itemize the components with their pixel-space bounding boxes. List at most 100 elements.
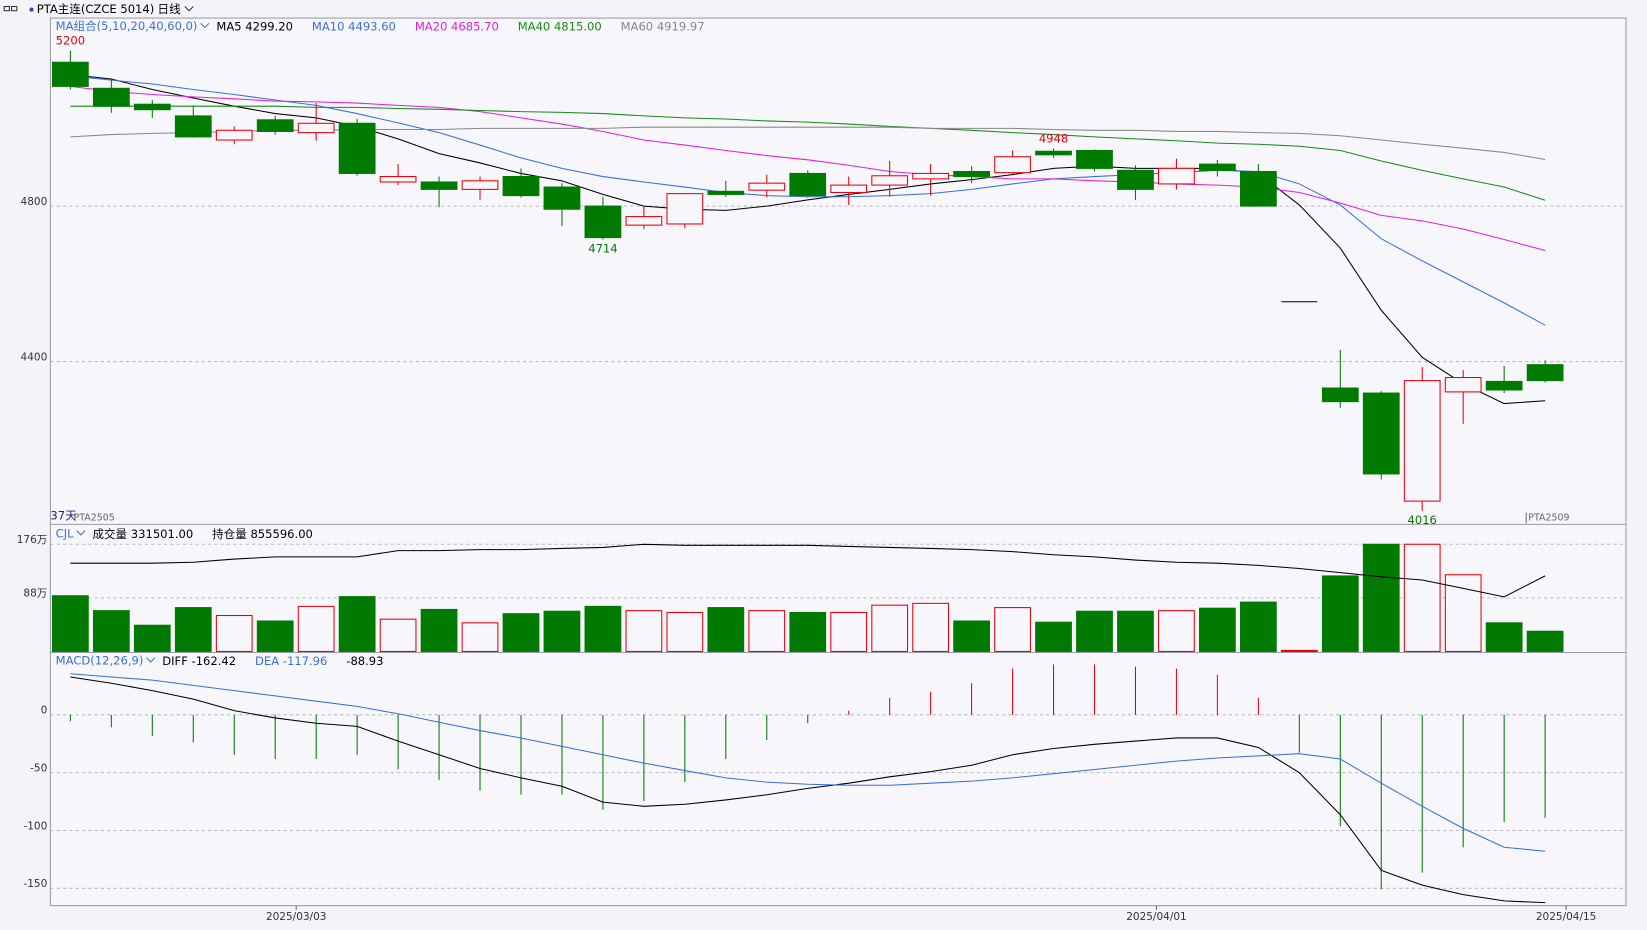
legend-name: 成交量 xyxy=(92,526,127,540)
high-label: 4948 xyxy=(1039,132,1068,146)
candle-body xyxy=(912,172,950,180)
contract-label: PTA2509 xyxy=(1528,513,1569,524)
candle-body xyxy=(1076,149,1113,169)
candle-body xyxy=(1444,376,1482,393)
legend-item: -88.93 xyxy=(346,653,383,667)
legend-value: -88.93 xyxy=(346,653,383,667)
volume-bar xyxy=(1076,610,1113,652)
candle-body xyxy=(789,172,827,197)
dropdown-arrow[interactable] xyxy=(200,22,210,29)
period[interactable]: 日线 xyxy=(158,2,182,16)
indicator-title: MACD(12,26,9) xyxy=(56,653,144,667)
volume-bar xyxy=(51,595,89,652)
indicator-title: CJL xyxy=(56,526,74,540)
dropdown-arrow[interactable] xyxy=(184,6,194,12)
volume-bar xyxy=(174,607,212,652)
legend-item: MA20 4685.70 xyxy=(415,19,499,33)
candle-body xyxy=(338,122,376,174)
volume-bar xyxy=(830,611,868,652)
legend-item: MA10 4493.60 xyxy=(312,19,396,33)
volume-bar xyxy=(666,611,704,652)
contract-title[interactable]: PTA主连(CZCE 5014) xyxy=(37,2,155,16)
candle-body xyxy=(1239,170,1277,207)
volume-bar xyxy=(748,610,786,652)
y-tick-label: 88万 xyxy=(23,588,47,600)
volume-bar xyxy=(1035,621,1072,652)
volume-bar xyxy=(297,605,335,652)
legend-name: MA10 xyxy=(312,19,345,33)
legend-value: -117.96 xyxy=(283,653,328,667)
volume-bar xyxy=(502,613,540,652)
legend-item: DEA -117.96 xyxy=(255,653,327,667)
y-tick-label: -100 xyxy=(23,820,47,832)
y-tick-label: 4400 xyxy=(21,351,48,363)
window-icon[interactable] xyxy=(3,5,10,12)
candle-body xyxy=(707,190,745,195)
candle-body xyxy=(1362,392,1400,475)
volume-bar xyxy=(1485,622,1523,652)
volume-bar xyxy=(1526,630,1564,652)
high-label: 5200 xyxy=(56,34,85,48)
candle-body xyxy=(625,216,663,226)
legend-value: 4493.60 xyxy=(348,19,396,33)
volume-bar xyxy=(1199,607,1236,652)
volume-bar xyxy=(379,618,417,652)
candle-body xyxy=(830,184,868,194)
candle-body xyxy=(1199,163,1236,171)
legend-item: MA5 4299.20 xyxy=(216,19,293,33)
legend-item: 成交量 331501.00 xyxy=(92,526,193,540)
dropdown-arrow[interactable] xyxy=(76,530,86,536)
volume-bar xyxy=(1239,601,1277,652)
candle-body xyxy=(379,176,417,183)
legend-name: MA5 xyxy=(216,19,241,33)
candle-body xyxy=(461,180,499,190)
candle-body xyxy=(92,87,130,107)
volume-bar xyxy=(420,608,458,652)
volume-bar xyxy=(871,604,909,652)
y-tick-label: 4800 xyxy=(21,196,48,208)
volume-bar xyxy=(707,607,745,652)
legend-value: -162.42 xyxy=(192,653,237,667)
bar-count: 37天 xyxy=(50,508,77,522)
volume-bar xyxy=(543,610,581,652)
legend-value: 4685.70 xyxy=(451,19,499,33)
candle-body xyxy=(1321,387,1359,403)
candle-body xyxy=(502,176,540,197)
candle-body xyxy=(215,129,253,141)
candle-body xyxy=(1403,380,1441,502)
legend-value: 4919.97 xyxy=(657,19,705,33)
candle-body xyxy=(420,181,458,190)
volume-bar xyxy=(215,614,253,652)
candle-body xyxy=(256,119,294,132)
candle-body xyxy=(1158,167,1195,185)
y-tick-label: -150 xyxy=(23,878,47,890)
candle-body xyxy=(1485,380,1523,391)
low-label: 4016 xyxy=(1408,513,1437,527)
legend-value: 331501.00 xyxy=(131,526,193,540)
volume-bar xyxy=(1403,543,1441,652)
legend-value: 855596.00 xyxy=(250,526,312,540)
volume-bar xyxy=(994,607,1031,652)
legend-item: MA60 4919.97 xyxy=(621,19,705,33)
legend-name: MA20 xyxy=(415,19,448,33)
candle-body xyxy=(297,122,335,134)
volume-bar xyxy=(625,610,663,652)
legend-name: MA60 xyxy=(621,19,654,33)
low-label: 4714 xyxy=(588,241,617,255)
candle-body xyxy=(666,193,704,225)
legend-name: MA40 xyxy=(518,19,551,33)
open-interest-line xyxy=(70,543,1546,598)
contract-label: PTA2505 xyxy=(74,513,115,524)
window-icon[interactable] xyxy=(11,5,18,12)
volume-bar xyxy=(133,624,171,652)
volume-bar xyxy=(1362,543,1400,652)
volume-bar xyxy=(789,611,827,652)
candle-body xyxy=(953,170,990,178)
candle-body xyxy=(174,115,212,138)
legend-item: DIFF -162.42 xyxy=(162,653,236,667)
legend-value: 4299.20 xyxy=(245,19,293,33)
dropdown-arrow[interactable] xyxy=(146,657,156,663)
volume-bar xyxy=(912,602,950,652)
